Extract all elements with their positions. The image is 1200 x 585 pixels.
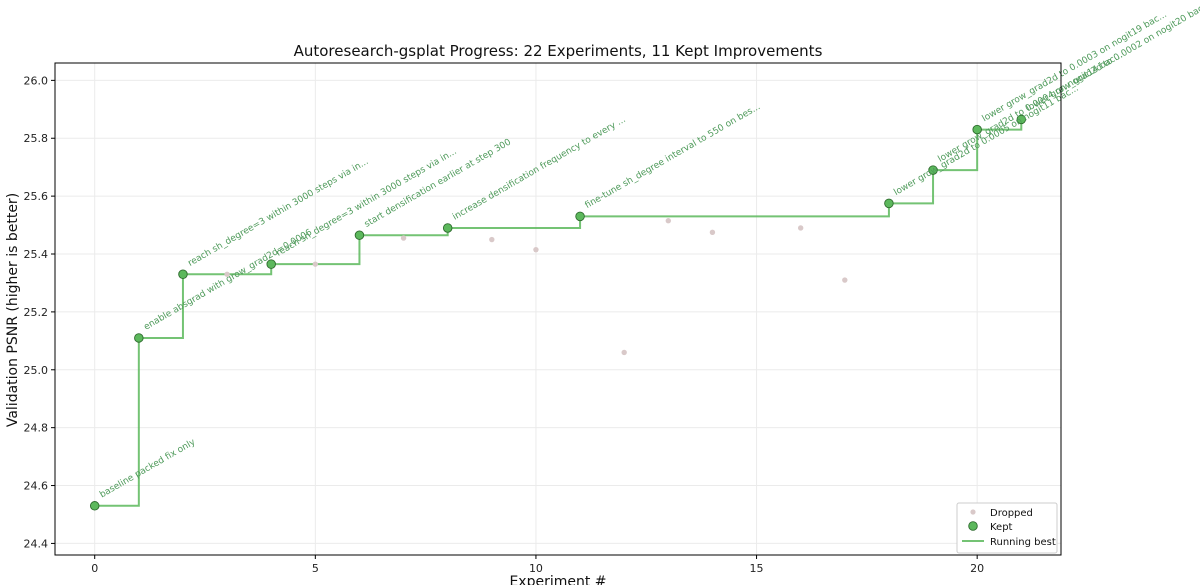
dropped-point	[621, 349, 627, 356]
kept-point-annotation: start densification earlier at step 300	[363, 137, 513, 230]
x-tick-label: 10	[529, 562, 543, 575]
kept-point-annotation: fine-tune sh_degree interval to 550 on b…	[584, 102, 763, 211]
kept-point-annotation: baseline packed fix only	[98, 437, 198, 500]
legend-dropped-label: Dropped	[990, 508, 1033, 519]
kept-point	[442, 223, 453, 233]
chart-title: Autoresearch-gsplat Progress: 22 Experim…	[294, 42, 823, 60]
y-tick-label: 25.0	[24, 364, 49, 377]
dropped-point	[489, 236, 495, 243]
y-tick-label: 24.6	[24, 480, 49, 493]
kept-point-annotation: increase densification frequency to ever…	[451, 115, 627, 223]
legend-kept-label: Kept	[990, 522, 1013, 533]
dropped-point	[533, 246, 539, 253]
x-axis-title: Experiment #	[509, 574, 606, 585]
x-tick-label: 0	[91, 562, 98, 575]
kept-point	[354, 230, 365, 240]
y-axis-title: Validation PSNR (higher is better)	[5, 193, 21, 427]
y-tick-label: 24.4	[24, 537, 49, 550]
kept-point	[134, 333, 144, 343]
dropped-point	[842, 277, 848, 283]
y-tick-label: 24.8	[24, 422, 49, 435]
kept-point	[1016, 114, 1027, 125]
kept-point	[972, 124, 982, 135]
y-tick-label: 25.8	[24, 132, 49, 145]
x-tick-label: 20	[970, 562, 984, 575]
legend: Dropped Kept Running best	[956, 502, 1058, 554]
x-tick-label: 5	[312, 562, 319, 575]
y-tick-label: 25.2	[24, 306, 49, 319]
dropped-point	[665, 218, 672, 224]
kept-points-layer	[89, 114, 1027, 511]
axis-layer: 0 5 10 15 20 24.4 24.6 24.8 25.0 25.2 25.4 25.6 25.8…	[24, 74, 985, 575]
kept-point	[884, 198, 894, 209]
legend-running-label: Running best	[990, 537, 1056, 548]
kept-point	[89, 501, 100, 511]
legend-dropped-marker	[970, 509, 976, 515]
dropped-point	[709, 229, 716, 236]
kept-point	[266, 259, 276, 269]
running-best-layer	[94, 119, 1023, 507]
kept-point-annotation: lower grow_grad2d to 0.0002 on nogit20 b…	[1025, 0, 1200, 114]
legend-kept-marker	[968, 521, 978, 531]
x-tick-label: 15	[750, 562, 764, 575]
dropped-point	[312, 261, 319, 267]
dropped-point	[400, 235, 407, 241]
dropped-points-layer	[224, 218, 848, 356]
kept-point	[575, 211, 585, 222]
y-tick-label: 26.0	[24, 74, 49, 87]
kept-point	[178, 269, 188, 280]
kept-point	[928, 165, 938, 175]
plot-frame	[54, 62, 1062, 556]
y-tick-label: 25.6	[24, 190, 49, 203]
kept-point-annotation: lower grow_grad2d to 0.0003 on nogit19 b…	[981, 10, 1169, 124]
dropped-point	[797, 225, 804, 231]
dropped-point	[224, 271, 230, 277]
y-tick-label: 25.4	[24, 248, 49, 261]
running-best-line	[94, 119, 1023, 507]
grid-layer	[55, 63, 1061, 555]
